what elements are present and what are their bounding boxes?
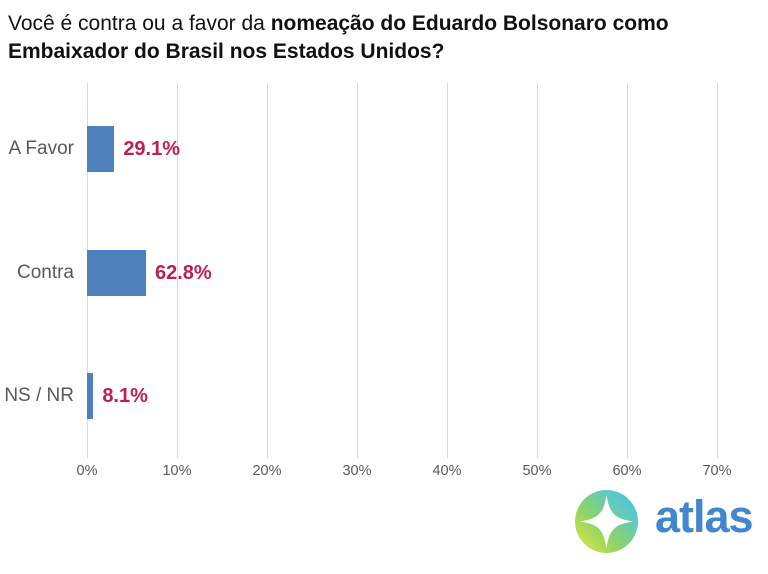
gridline (357, 83, 358, 458)
value-label-ns-nr: 8.1% (102, 384, 148, 407)
value-label-a-favor: 29.1% (123, 137, 181, 160)
bar-contra (87, 250, 146, 296)
y-axis-labels: A Favor Contra NS / NR (0, 83, 76, 453)
gridline (717, 83, 718, 458)
x-tick-label: 20% (252, 463, 282, 479)
bar-ns-nr (87, 373, 94, 419)
chart-title-bold-line1: nomeação do Eduardo Bolsonaro como (270, 12, 669, 35)
y-label-a-favor: A Favor (8, 138, 74, 159)
x-tick-label: 70% (702, 463, 732, 479)
x-tick-label: 0% (76, 463, 98, 479)
gridline (177, 83, 178, 458)
gridline (537, 83, 538, 458)
value-label-contra: 62.8% (154, 261, 212, 284)
x-tick-label: 40% (432, 463, 462, 479)
x-tick-label: 50% (522, 463, 552, 479)
atlas-logo: atlas (575, 490, 760, 564)
bar-row-a-favor: 29.1% (87, 126, 180, 172)
chart-title-bold-line2: Embaixador do Brasil nos Estados Unidos? (8, 39, 445, 63)
gridline (627, 83, 628, 458)
bar-a-favor (87, 126, 115, 172)
chart-title-regular: Você é contra ou a favor da (8, 12, 271, 35)
x-tick-label: 60% (612, 463, 642, 479)
atlas-logo-text: atlas (655, 491, 754, 542)
gridline (267, 83, 268, 458)
atlas-compass-icon (575, 490, 638, 553)
y-label-ns-nr: NS / NR (4, 385, 74, 406)
gridline (447, 83, 448, 458)
bar-row-contra: 62.8% (87, 250, 212, 296)
plot-area: 29.1% 62.8% 8.1% (87, 83, 718, 458)
bar-row-ns-nr: 8.1% (87, 373, 148, 419)
x-axis: 0% 10% 20% 30% 40% 50% 60% 70% (77, 463, 732, 483)
chart-title: Você é contra ou a favor da nomeação do … (8, 10, 748, 66)
x-tick-label: 10% (162, 463, 192, 479)
compass-star-icon (580, 495, 633, 548)
x-tick-label: 30% (342, 463, 372, 479)
y-label-contra: Contra (16, 262, 74, 283)
